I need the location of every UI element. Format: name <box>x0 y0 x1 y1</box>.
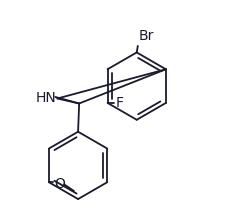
Text: O: O <box>54 177 65 191</box>
Text: F: F <box>115 96 123 110</box>
Text: HN: HN <box>35 92 56 105</box>
Text: Br: Br <box>138 29 154 43</box>
